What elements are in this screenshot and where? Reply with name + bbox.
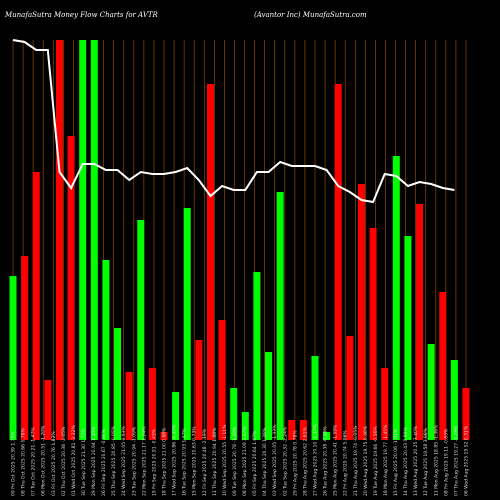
flow-bar — [416, 204, 424, 440]
x-tick-label: 17 Wed Sep 2025 20.86 -0.35% — [172, 424, 178, 496]
x-tick-label: 11 Thu Sep 2025 20.94 1.88% — [212, 427, 218, 496]
flow-bar — [125, 372, 133, 440]
bars — [9, 40, 470, 440]
flow-bar — [148, 368, 156, 440]
x-tick-label: 30 Tue Sep 2025 21.30 1.72% — [81, 428, 87, 496]
flow-bar — [218, 320, 226, 440]
flow-bar — [369, 228, 377, 440]
x-tick-label: 01 Wed Oct 2025 20.81 -2.32% — [71, 425, 77, 496]
x-tick-label: 02 Thu Oct 2025 20.38 -2.05% — [61, 426, 67, 496]
x-tick-label: 22 Mon Sep 2025 21.17 1.24% — [141, 426, 147, 496]
x-tick-label: 08 Thu Oct 2025 20.66 0.78% — [21, 428, 27, 496]
x-tick-label: 03 Wed Sep 2025 20.05 -1.33% — [272, 424, 278, 496]
x-tick-label: 29 Mon Sep 2025 20.94 1.30% — [91, 426, 97, 496]
x-tick-label: 16 Tue Sep 2025 20.93 1.47% — [182, 428, 188, 496]
x-tick-label: 29 Fri Aug 2025 20.78 0.78% — [292, 430, 298, 496]
x-tick-labels: 09 Fri Oct 2025 20.39 1.75% 08 Thu Oct 20… — [11, 424, 470, 496]
x-tick-label: 12 Fri Sep 2025 20.48 -2.19% — [202, 428, 208, 496]
flow-bar — [323, 432, 331, 440]
x-tick-label: 22 Fri Aug 2025 20.74 5.06% — [343, 430, 349, 496]
flow-bar — [79, 40, 87, 440]
flow-bar — [276, 192, 284, 440]
x-tick-label: 23 Tue Sep 2025 20.94 -1.09% — [131, 426, 137, 496]
x-tick-label: 26 Fri Sep 2025 20.67 -0.86% — [101, 428, 107, 496]
x-tick-label: 11 Mon Aug 2025 18.85 -1.36% — [433, 424, 439, 496]
x-tick-label: 19 Tue Aug 2025 19.66 -0.56% — [373, 426, 379, 496]
x-tick-label: 02 Tue Sep 2025 20.32 -2.24% — [282, 426, 288, 496]
x-tick-label: 06 Mon Oct 2025 20.51 -1.20% — [41, 425, 47, 496]
x-tick-label: 06 Wed Aug 2025 19.52 0.31% — [464, 425, 470, 496]
x-tick-label: 24 Wed Sep 2025 21.05 0.53% — [121, 425, 127, 496]
x-tick-label: 04 Thu Sep 2025 20.30 1.26% — [262, 427, 268, 496]
x-tick-label: 25 Thu Sep 2025 20.85 -0.95% — [111, 425, 117, 496]
flow-bar — [102, 260, 110, 440]
x-tick-label: 12 Tue Aug 2025 19.58 3.88% — [423, 427, 429, 496]
x-tick-label: 27 Wed Aug 2025 20.10 -1.37% — [313, 424, 319, 496]
flow-bar — [172, 392, 180, 440]
flow-bar — [44, 380, 52, 440]
flow-bar — [32, 172, 40, 440]
flow-bar — [195, 340, 203, 440]
flow-bar — [21, 256, 29, 440]
flow-bar — [67, 136, 75, 440]
flow-bar — [114, 328, 122, 440]
flow-bar — [137, 220, 145, 440]
price-line-path — [12, 39, 455, 204]
flow-bar — [241, 412, 249, 440]
flow-bar — [230, 388, 238, 440]
x-tick-label: 15 Fri Aug 2025 20.06 -1.81% — [393, 428, 399, 496]
flow-bar — [450, 360, 458, 440]
x-tick-label: 09 Fri Oct 2025 20.39 1.75% — [11, 431, 17, 496]
x-tick-label: 19 Fri Sep 2025 20.91 -0.43% — [151, 428, 157, 496]
flow-bar — [253, 272, 261, 440]
flow-bar — [381, 368, 389, 440]
flow-bar — [206, 84, 214, 440]
flow-bar — [346, 336, 354, 440]
x-tick-label: 26 Tue Aug 2025 20.38 -0.16% — [323, 426, 329, 496]
x-tick-label: 28 Thu Aug 2025 20.62 2.61% — [302, 427, 308, 496]
price-line — [12, 39, 455, 204]
flow-bar — [160, 432, 168, 440]
x-tick-label: 14 Thu Aug 2025 20.43 0.89% — [403, 427, 409, 496]
x-tick-label: 21 Thu Aug 2025 19.74 -0.05% — [353, 425, 359, 496]
x-tick-label: 25 Mon Aug 2025 20.41 -1.59% — [333, 424, 339, 496]
x-tick-label: 10 Wed Sep 2025 20.55 -1.11% — [222, 424, 228, 496]
flow-bar — [462, 388, 470, 440]
flow-bar — [311, 356, 319, 440]
x-tick-label: 03 Fri Oct 2025 20.76 1.83% — [51, 431, 57, 496]
flow-bar — [55, 40, 63, 440]
x-tick-label: 09 Tue Sep 2025 20.78 -1.49% — [232, 426, 238, 496]
flow-bar — [334, 84, 342, 440]
flow-bar — [392, 156, 400, 440]
x-tick-label: 18 Thu Sep 2025 21.00 0.68% — [162, 427, 168, 496]
flow-bar — [427, 344, 435, 440]
flow-bar — [9, 276, 17, 440]
flow-bar — [288, 420, 296, 440]
x-tick-label: 13 Wed Aug 2025 20.25 3.40% — [413, 425, 419, 496]
x-tick-label: 20 Wed Aug 2025 19.75 0.46% — [363, 425, 369, 496]
x-tick-label: 08 Fri Aug 2025 19.11 -0.83% — [443, 428, 449, 496]
flow-bar — [357, 184, 365, 440]
chart-subtitle: (Avantor Inc) MunafaSutra.com — [254, 11, 367, 19]
flow-bar — [404, 236, 412, 440]
flow-bar — [183, 208, 191, 440]
flow-bar — [439, 292, 447, 440]
flow-bar — [299, 420, 307, 440]
flow-bar — [90, 40, 98, 440]
x-tick-label: 07 Thu Aug 2025 19.27 -1.28% — [453, 425, 459, 496]
flow-bar — [265, 352, 273, 440]
x-tick-label: 18 Mon Aug 2025 19.77 -1.45% — [383, 424, 389, 496]
chart-title: MunafaSutra Money Flow Charts for AVTR — [5, 11, 158, 19]
x-tick-label: 05 Fri Sep 2025 20.64 1.67% — [252, 430, 258, 496]
x-tick-label: 07 Tue Oct 2025 20.21 -1.47% — [31, 427, 37, 496]
x-tick-label: 08 Mon Sep 2025 21.09 2.17% — [242, 426, 248, 496]
x-tick-label: 15 Mon Sep 2025 20.63 0.73% — [192, 426, 198, 496]
